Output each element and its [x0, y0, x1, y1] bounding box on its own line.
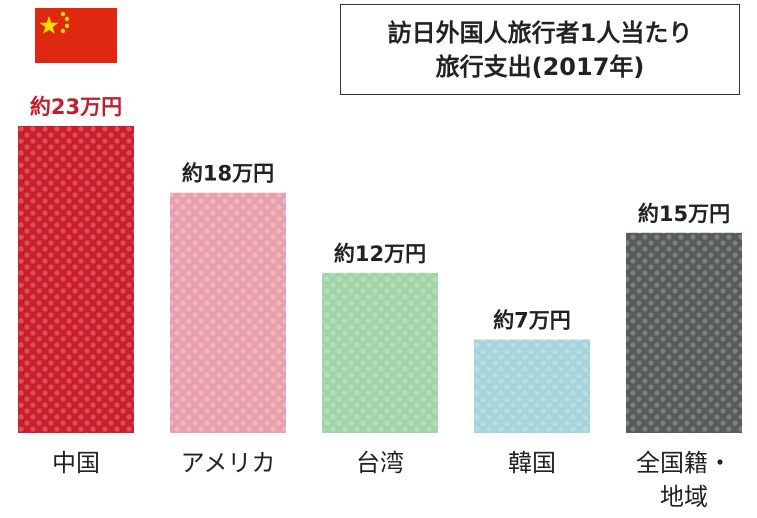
- category-label-4: 韓国: [508, 449, 556, 477]
- bar-1: [18, 126, 134, 433]
- category-label-3: 台湾: [356, 449, 404, 477]
- data-label-3: 約12万円: [334, 242, 426, 266]
- bar-3: [322, 272, 438, 433]
- flag-small-star: [60, 28, 66, 34]
- data-label-1: 約23万円: [30, 95, 122, 119]
- category-label-1: 中国: [52, 449, 100, 477]
- data-label-2: 約18万円: [182, 162, 274, 186]
- category-label-2: アメリカ: [181, 449, 276, 477]
- category-label-5-line-1: 全国籍・: [636, 449, 732, 477]
- china-flag-icon: [35, 8, 117, 63]
- bar-5: [626, 232, 742, 433]
- flag-small-star: [64, 16, 70, 22]
- chart-title-box: 訪日外国人旅行者1人当たり 旅行支出(2017年): [340, 4, 740, 95]
- chart-title-line-2: 旅行支出(2017年): [435, 52, 645, 81]
- bar-2: [170, 192, 286, 433]
- flag-small-star: [64, 23, 70, 29]
- chart-title-line-1: 訪日外国人旅行者1人当たり: [387, 18, 693, 47]
- bar-4: [474, 339, 590, 433]
- category-label-5-line-2: 地域: [660, 483, 708, 511]
- data-label-4: 約7万円: [493, 309, 571, 333]
- flag-big-star: [39, 16, 59, 34]
- data-label-5: 約15万円: [638, 202, 730, 226]
- flag-small-star: [60, 11, 66, 17]
